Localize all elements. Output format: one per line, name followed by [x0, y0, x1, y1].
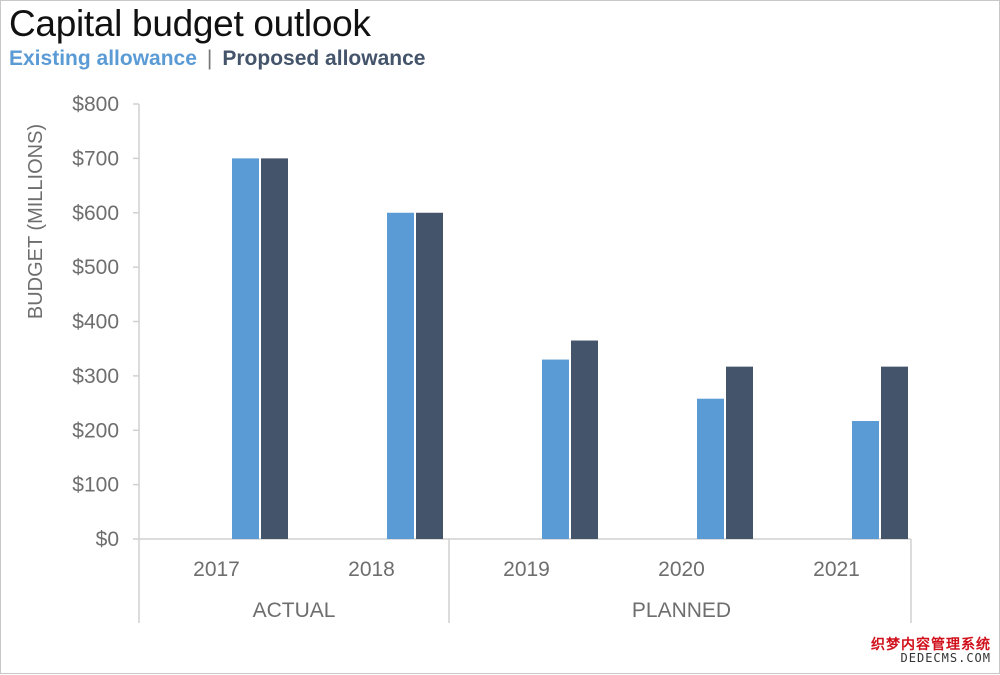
x-tick-label: 2021 [813, 558, 860, 581]
y-tick-label: $300 [72, 365, 119, 388]
chart-title: Capital budget outlook [9, 3, 371, 44]
bar-existing-2020 [697, 398, 724, 539]
bar-existing-2017 [232, 158, 259, 539]
bar-existing-2021 [852, 421, 879, 539]
x-tick-label: 2017 [193, 558, 240, 581]
y-axis-title: BUDGET (MILLIONS) [25, 124, 47, 319]
y-tick-label: $500 [72, 256, 119, 279]
x-tick-label: 2018 [348, 558, 395, 581]
y-tick-label: $600 [72, 202, 119, 225]
y-tick-label: $800 [72, 93, 119, 116]
watermark: 织梦内容管理系统 DEDECMS.COM [871, 636, 991, 666]
y-tick-label: $0 [96, 528, 119, 551]
watermark-line2: DEDECMS.COM [900, 651, 991, 666]
y-tick-label: $100 [72, 474, 119, 497]
bar-proposed-2017 [261, 158, 288, 539]
y-tick-label: $700 [72, 147, 119, 170]
bar-proposed-2020 [726, 366, 753, 539]
bar-proposed-2018 [416, 212, 443, 539]
y-tick-label: $200 [72, 419, 119, 442]
group-label: PLANNED [632, 599, 731, 622]
bar-existing-2019 [542, 359, 569, 539]
x-tick-label: 2020 [658, 558, 705, 581]
group-label: ACTUAL [253, 599, 336, 622]
bar-existing-2018 [387, 212, 414, 539]
legend-separator: | [206, 47, 213, 70]
legend: Existing allowance | Proposed allowance [9, 47, 425, 71]
bar-proposed-2019 [571, 340, 598, 539]
x-tick-label: 2019 [503, 558, 550, 581]
y-tick-label: $400 [72, 311, 119, 334]
legend-existing-allowance: Existing allowance [9, 47, 197, 70]
bar-proposed-2021 [881, 366, 908, 539]
watermark-line1: 织梦内容管理系统 [871, 636, 991, 652]
legend-proposed-allowance: Proposed allowance [222, 47, 426, 70]
